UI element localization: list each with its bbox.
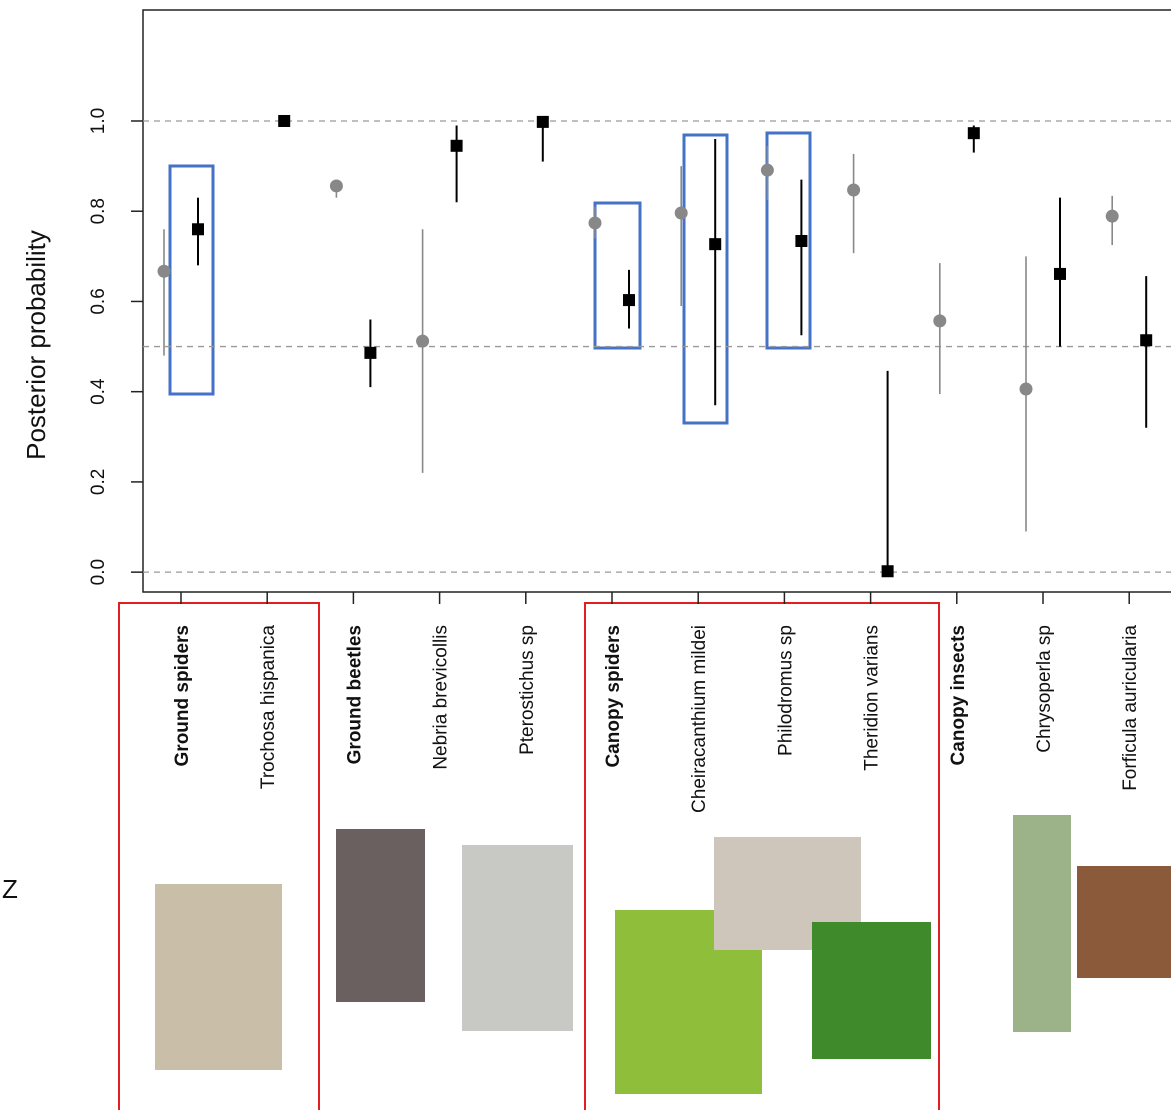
red-box bbox=[584, 602, 940, 1115]
point bbox=[847, 183, 861, 197]
point bbox=[1019, 382, 1033, 396]
y-axis-title: Posterior probability bbox=[21, 230, 51, 460]
photo bbox=[812, 922, 931, 1059]
x-tick-label: Trochosa hispanica bbox=[258, 625, 279, 789]
x-tick-label: Nebria brevicollis bbox=[431, 625, 452, 770]
point bbox=[588, 216, 602, 230]
photo bbox=[336, 829, 425, 1002]
point bbox=[1105, 209, 1119, 223]
blue-box bbox=[765, 131, 812, 350]
point bbox=[967, 127, 980, 140]
point bbox=[192, 223, 204, 236]
x-tick-label: Cheiracanthium mildei bbox=[689, 625, 710, 813]
y-tick-label: 0.2 bbox=[88, 469, 109, 495]
photo bbox=[462, 845, 573, 1031]
y-tick-label: 0.4 bbox=[88, 378, 109, 405]
x-tick-label: Ground beetles bbox=[344, 625, 365, 764]
point bbox=[157, 264, 171, 278]
point bbox=[933, 314, 947, 328]
y-tick-label: 1.0 bbox=[88, 108, 109, 134]
x-tick-label: Canopy spiders bbox=[603, 625, 624, 768]
blue-box bbox=[593, 201, 642, 350]
x-tick-label: Pterostichus sp bbox=[517, 625, 538, 755]
point bbox=[674, 206, 688, 220]
red-box bbox=[118, 602, 320, 1115]
highlight-boxes bbox=[168, 131, 812, 425]
point bbox=[536, 115, 549, 128]
photos bbox=[155, 815, 1171, 1094]
photo bbox=[1013, 815, 1071, 1032]
group-boxes bbox=[118, 602, 940, 1115]
photo bbox=[1077, 866, 1171, 978]
y-tick-label: 0.0 bbox=[88, 559, 109, 585]
point bbox=[795, 234, 808, 247]
photo bbox=[155, 884, 282, 1070]
x-tick-label: Forficula auricularia bbox=[1120, 625, 1141, 791]
point bbox=[329, 179, 343, 193]
point bbox=[364, 346, 377, 359]
x-tick-label: Ground spiders bbox=[172, 625, 193, 766]
plot-frame bbox=[142, 9, 1171, 593]
x-tick-label: Canopy insects bbox=[948, 625, 969, 765]
y-tick-label: 0.8 bbox=[88, 198, 109, 224]
point bbox=[278, 114, 291, 127]
point bbox=[623, 294, 635, 307]
blue-box bbox=[682, 133, 729, 425]
x-tick-label: Philodromus sp bbox=[775, 625, 796, 756]
x-tick-label: Chrysoperla sp bbox=[1034, 625, 1055, 753]
blue-box bbox=[168, 164, 215, 396]
x-tick-label: Theridion varians bbox=[862, 625, 883, 771]
point bbox=[709, 238, 722, 251]
side-label: Z bbox=[2, 874, 18, 904]
point bbox=[881, 565, 894, 578]
y-tick-label: 0.6 bbox=[88, 288, 109, 314]
point bbox=[1140, 334, 1153, 347]
point bbox=[416, 334, 430, 348]
point bbox=[450, 139, 463, 152]
point bbox=[760, 163, 774, 177]
point bbox=[1054, 267, 1066, 280]
